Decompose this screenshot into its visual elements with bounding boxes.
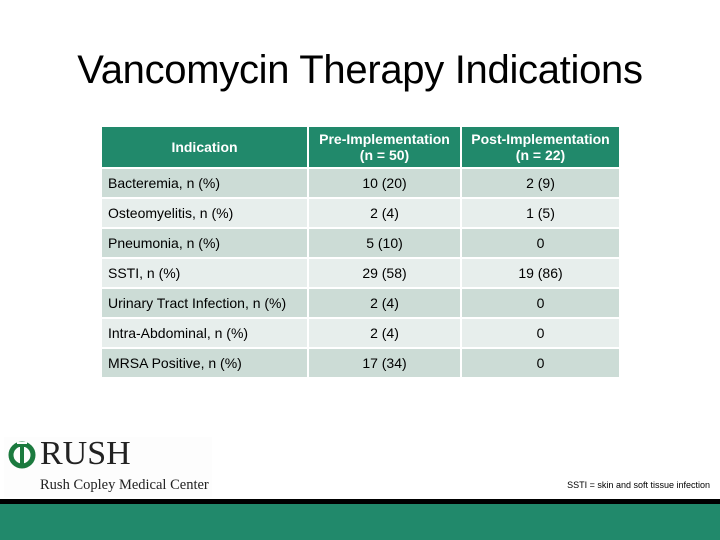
slide-title: Vancomycin Therapy Indications	[77, 48, 643, 92]
table-row: Intra-Abdominal, n (%) 2 (4) 0	[100, 317, 621, 349]
pre-cell: 2 (4)	[307, 317, 462, 349]
table-row: Osteomyelitis, n (%) 2 (4) 1 (5)	[100, 197, 621, 229]
indication-cell: Intra-Abdominal, n (%)	[100, 317, 309, 349]
pre-cell: 17 (34)	[307, 347, 462, 379]
rush-logo-icon	[8, 441, 36, 469]
post-cell: 1 (5)	[460, 197, 621, 229]
post-cell: 0	[460, 287, 621, 319]
indication-cell: Bacteremia, n (%)	[100, 167, 309, 199]
indication-cell: Osteomyelitis, n (%)	[100, 197, 309, 229]
footer-band	[0, 504, 720, 540]
pre-cell: 29 (58)	[307, 257, 462, 289]
table-row: Bacteremia, n (%) 10 (20) 2 (9)	[100, 167, 621, 199]
indication-cell: Urinary Tract Infection, n (%)	[100, 287, 309, 319]
post-cell: 0	[460, 347, 621, 379]
indication-cell: MRSA Positive, n (%)	[100, 347, 309, 379]
table-row: Pneumonia, n (%) 5 (10) 0	[100, 227, 621, 259]
table-row: SSTI, n (%) 29 (58) 19 (86)	[100, 257, 621, 289]
pre-cell: 10 (20)	[307, 167, 462, 199]
header-post-implementation: Post-Implementation (n = 22)	[460, 125, 621, 169]
table-header-row: Indication Pre-Implementation (n = 50) Po…	[100, 125, 621, 169]
post-cell: 19 (86)	[460, 257, 621, 289]
post-cell: 2 (9)	[460, 167, 621, 199]
pre-cell: 2 (4)	[307, 197, 462, 229]
footer-divider	[0, 499, 720, 504]
table-row: Urinary Tract Infection, n (%) 2 (4) 0	[100, 287, 621, 319]
post-cell: 0	[460, 317, 621, 349]
indication-cell: SSTI, n (%)	[100, 257, 309, 289]
rush-logo: RUSH Rush Copley Medical Center	[4, 435, 212, 497]
indication-cell: Pneumonia, n (%)	[100, 227, 309, 259]
logo-subtitle: Rush Copley Medical Center	[40, 477, 209, 493]
header-indication: Indication	[100, 125, 309, 169]
indications-table: Indication Pre-Implementation (n = 50) Po…	[100, 125, 621, 379]
pre-cell: 2 (4)	[307, 287, 462, 319]
footnote: SSTI = skin and soft tissue infection	[567, 480, 710, 490]
header-pre-implementation: Pre-Implementation (n = 50)	[307, 125, 462, 169]
pre-cell: 5 (10)	[307, 227, 462, 259]
logo-wordmark: RUSH	[40, 435, 131, 472]
post-cell: 0	[460, 227, 621, 259]
table-row: MRSA Positive, n (%) 17 (34) 0	[100, 347, 621, 379]
